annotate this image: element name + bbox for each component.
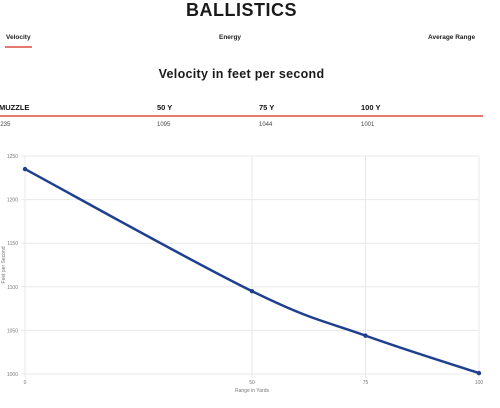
page-title: BALLISTICS xyxy=(186,0,297,20)
column-header-50y: 50 Y xyxy=(157,103,173,112)
data-point xyxy=(249,288,255,294)
ballistics-table: MUZZLE 50 Y 75 Y 100 Y 1235 1095 1044 10… xyxy=(0,100,483,133)
y-tick-label: 1150 xyxy=(7,241,18,247)
cell-50y: 1095 xyxy=(157,122,171,128)
tab-average-range[interactable]: Average Range xyxy=(428,34,476,41)
tab-bar: Velocity Energy Average Range xyxy=(0,32,483,52)
data-point xyxy=(476,370,482,376)
data-point xyxy=(22,166,28,172)
column-header-muzzle: MUZZLE xyxy=(0,103,30,112)
velocity-line-chart: 1000 1050 1100 1150 1200 1250 0 50 75 100 Range in… xyxy=(1,154,484,394)
x-tick-label: 0 xyxy=(24,380,27,386)
x-tick-label: 100 xyxy=(475,380,484,386)
table-row: 1235 1095 1044 1001 xyxy=(0,117,483,133)
velocity-chart: 1000 1050 1100 1150 1200 1250 0 50 75 100 Range in… xyxy=(0,148,500,408)
data-point xyxy=(363,333,368,338)
table-header-row: MUZZLE 50 Y 75 Y 100 Y xyxy=(0,100,483,117)
x-axis-label: Range in Yards xyxy=(235,388,270,394)
column-header-75y: 75 Y xyxy=(259,103,275,112)
y-tick-label: 1000 xyxy=(7,372,18,378)
section-title: Velocity in feet per second xyxy=(158,67,325,81)
y-tick-label: 1100 xyxy=(7,285,18,291)
y-axis-label: Feet per Second xyxy=(1,246,7,283)
column-header-100y: 100 Y xyxy=(361,103,381,112)
cell-100y: 1001 xyxy=(361,122,375,128)
cell-75y: 1044 xyxy=(259,122,273,128)
x-tick-label: 50 xyxy=(249,380,255,386)
tab-velocity[interactable]: Velocity xyxy=(5,34,32,48)
velocity-series-line xyxy=(24,167,480,375)
y-tick-label: 1050 xyxy=(7,328,18,334)
x-tick-label: 75 xyxy=(363,380,369,386)
cell-muzzle: 1235 xyxy=(0,122,11,128)
y-tick-label: 1250 xyxy=(7,154,18,160)
y-tick-label: 1200 xyxy=(7,198,18,204)
tab-energy[interactable]: Energy xyxy=(219,34,242,41)
